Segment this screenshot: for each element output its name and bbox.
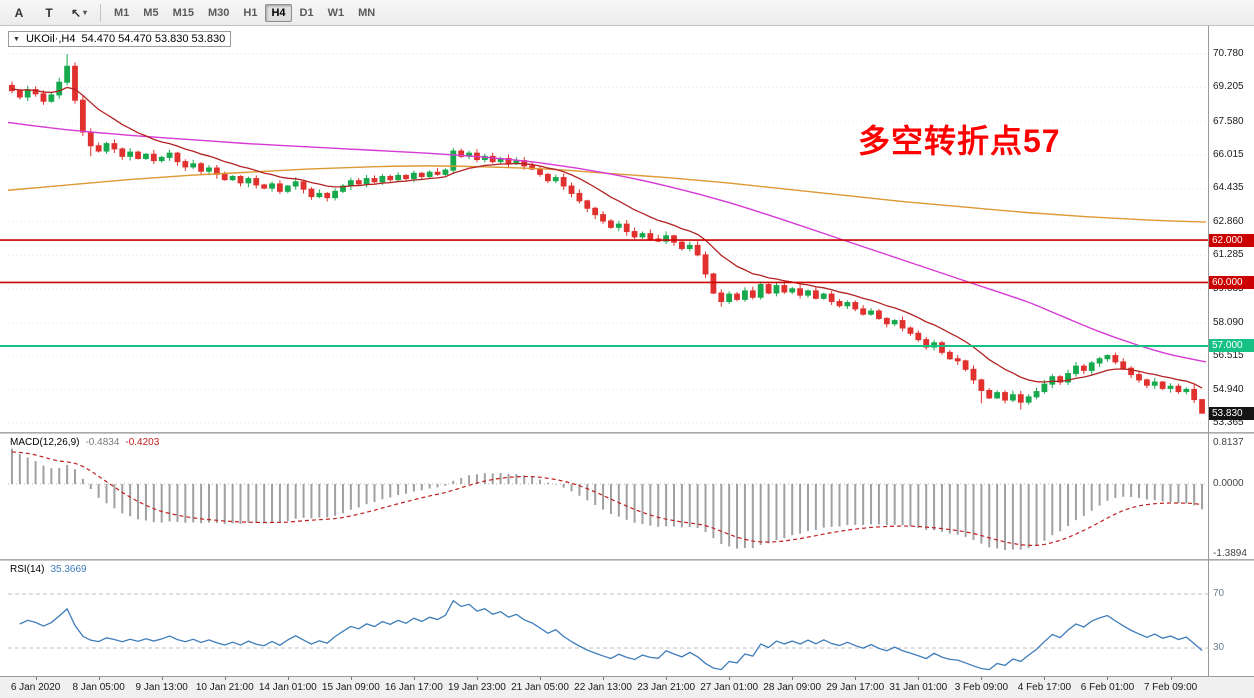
timeframe-h1[interactable]: H1 (243, 6, 258, 19)
annotation-tools: A T ↖ ▾ (4, 2, 94, 24)
rsi-pane-surface[interactable] (0, 561, 1208, 676)
time-axis-label: 15 Jan 09:00 (321, 682, 380, 693)
price-axis-label: 53.365 (1213, 417, 1244, 429)
pane-separator[interactable] (0, 559, 1254, 561)
price-axis-label: 64.435 (1213, 182, 1244, 194)
price-level-badge: 62.000 (1209, 233, 1254, 247)
price-axis-label: 70.780 (1213, 48, 1244, 59)
time-axis-label: 14 Jan 01:00 (258, 682, 317, 693)
time-axis-tick (603, 677, 605, 680)
time-axis-tick (476, 677, 478, 680)
price-axis-label: 56.515 (1213, 350, 1244, 362)
time-axis-label: 31 Jan 01:00 (889, 682, 948, 693)
rsi-scale-label: 70 (1213, 588, 1225, 599)
chart-title[interactable]: ▼ UKOil·,H4 54.470 54.470 53.830 53.830 (8, 31, 232, 47)
price-level-badge: 57.000 (1209, 339, 1254, 353)
time-axis[interactable]: 6 Jan 2020 8 Jan 05:00 9 Jan 13:00 10 Jan 2… (0, 676, 1254, 698)
timeframe-h4[interactable]: H4 (265, 3, 292, 22)
time-axis-tick (350, 677, 352, 680)
price-axis-label: 62.860 (1213, 215, 1244, 227)
time-axis-label: 6 Jan 2020 (10, 682, 61, 693)
time-axis-label: 21 Jan 05:00 (511, 682, 569, 693)
time-axis-label: 22 Jan 13:00 (574, 682, 632, 693)
time-axis-tick (918, 677, 920, 680)
time-axis-tick (729, 677, 731, 680)
price-scale-divider (1208, 26, 1209, 676)
time-axis-tick (35, 677, 37, 680)
toolbar: A T ↖ ▾ M1 M5 M15 M30 H1 H4 D1 W1 MN (0, 0, 1254, 26)
time-axis-tick (540, 677, 541, 680)
timeframe-m1[interactable]: M1 (114, 6, 130, 19)
time-axis-label: 19 Jan 23:00 (448, 682, 506, 693)
time-axis-tick (287, 677, 289, 680)
time-axis-tick (666, 677, 668, 680)
current-price-badge: 53.830 (1209, 406, 1254, 420)
time-axis-label: 10 Jan 21:00 (195, 682, 254, 693)
time-axis-tick (1170, 677, 1172, 680)
price-axis-label: 54.940 (1213, 383, 1244, 395)
symbol-period-label: UKOil·,H4 (25, 33, 76, 45)
time-axis-tick (413, 677, 415, 680)
price-axis-label: 59.685 (1213, 283, 1244, 295)
time-axis-label: 8 Jan 05:00 (72, 682, 125, 693)
time-axis-label: 4 Feb 17:00 (1017, 682, 1072, 693)
time-axis-label: 27 Jan 01:00 (700, 682, 759, 693)
timeframe-d1[interactable]: D1 (299, 6, 314, 19)
chevron-down-icon[interactable]: ▼ (13, 35, 20, 43)
price-axis-label: 58.090 (1213, 316, 1244, 328)
time-axis-label: 29 Jan 17:00 (826, 682, 885, 693)
rsi-scale-label: 30 (1213, 642, 1225, 653)
text-label-tool[interactable]: A (14, 5, 24, 20)
chevron-down-icon: ▾ (83, 8, 88, 17)
time-axis-tick (98, 677, 100, 680)
price-axis-label: 61.285 (1213, 249, 1244, 261)
time-axis-label: 28 Jan 09:00 (763, 682, 822, 693)
price-axis-label: 66.015 (1213, 148, 1244, 160)
timeframe-buttons: M1 M5 M15 M30 H1 H4 D1 W1 MN (107, 3, 382, 22)
time-axis-tick (855, 677, 857, 680)
main-chart-surface[interactable] (0, 26, 1208, 432)
drawing-tools-dropdown[interactable]: ↖ ▾ (70, 5, 88, 20)
time-axis-label: 9 Jan 13:00 (135, 682, 188, 693)
time-axis-label: 23 Jan 21:00 (637, 682, 696, 693)
time-axis-tick (1107, 677, 1109, 680)
time-axis-label: 6 Feb 01:00 (1080, 682, 1135, 693)
macd-scale-label: 0.8137 (1213, 436, 1244, 448)
text-tool[interactable]: T (45, 5, 53, 20)
time-axis-tick (981, 677, 983, 680)
pane-separator[interactable] (0, 432, 1254, 434)
timeframe-mn[interactable]: MN (358, 6, 376, 19)
timeframe-w1[interactable]: W1 (327, 6, 345, 19)
time-axis-tick (224, 677, 226, 680)
timeframe-m30[interactable]: M30 (207, 6, 230, 19)
time-axis-label: 3 Feb 09:00 (954, 682, 1009, 693)
time-axis-tick (161, 677, 163, 680)
time-axis-label: 16 Jan 17:00 (384, 682, 443, 693)
price-axis-label: 69.205 (1213, 81, 1244, 93)
price-axis-label: 67.580 (1213, 115, 1244, 127)
time-axis-tick (792, 677, 794, 680)
price-level-badge: 60.000 (1209, 275, 1254, 289)
time-axis-label: 7 Feb 09:00 (1143, 682, 1198, 693)
timeframe-m5[interactable]: M5 (143, 6, 159, 19)
ohlc-values: 54.470 54.470 53.830 53.830 (81, 33, 226, 45)
macd-pane-surface[interactable] (0, 434, 1208, 559)
time-axis-tick (1044, 677, 1046, 680)
toolbar-divider (100, 3, 101, 22)
macd-scale-label: -1.3894 (1213, 548, 1247, 560)
macd-scale-label: 0.0000 (1213, 478, 1244, 489)
timeframe-m15[interactable]: M15 (172, 6, 194, 19)
